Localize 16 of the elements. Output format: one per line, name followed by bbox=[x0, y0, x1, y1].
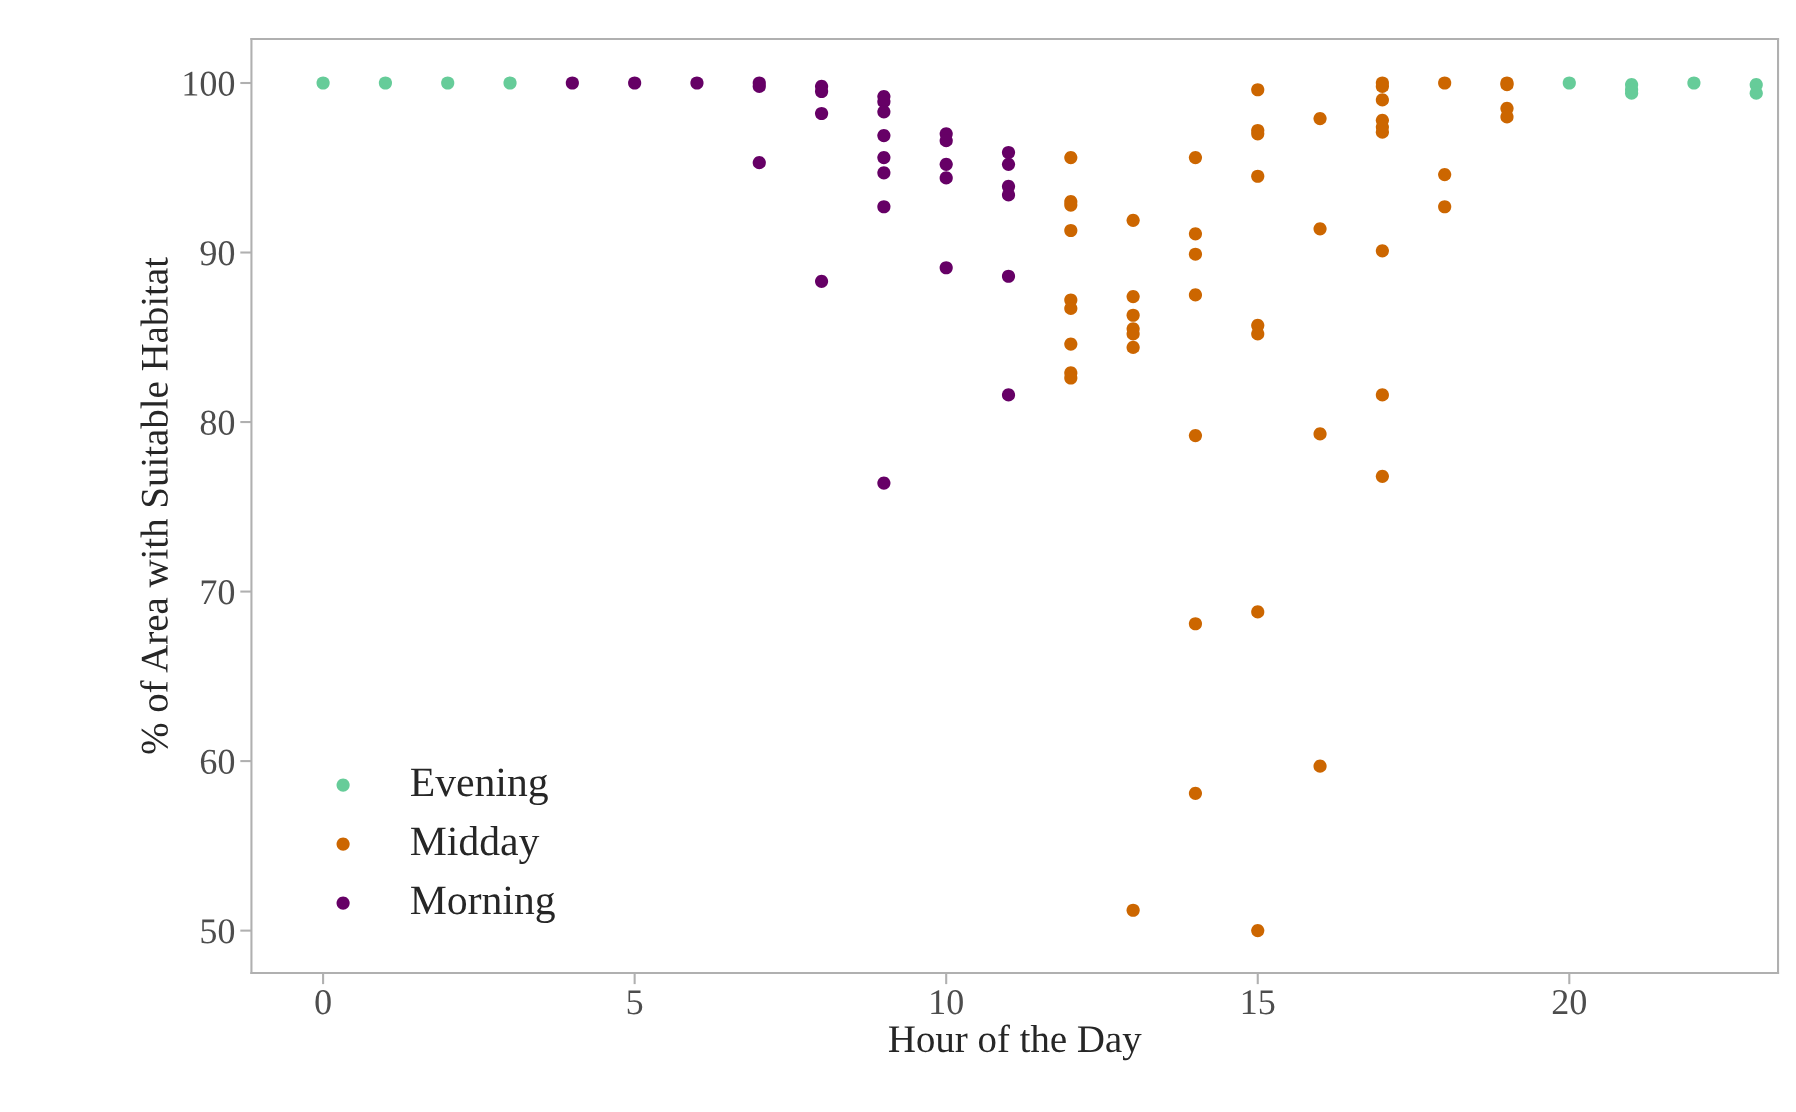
x-axis-title: Hour of the Day bbox=[888, 1024, 1142, 1061]
y-tick-label: 70 bbox=[201, 580, 235, 605]
y-tick-label: 90 bbox=[200, 241, 235, 266]
y-tick-label: 80 bbox=[200, 410, 235, 435]
x-tick-label: 0 bbox=[315, 990, 331, 1015]
y-tick-label: 100 bbox=[184, 71, 235, 96]
x-tick-label: 15 bbox=[1242, 990, 1275, 1015]
x-tick-label: 10 bbox=[931, 990, 963, 1015]
legend-label: Morning bbox=[410, 886, 555, 923]
x-tick-label: 20 bbox=[1552, 990, 1586, 1015]
y-axis-title: % of Area with Suitable Habitat bbox=[140, 257, 168, 754]
y-tick-label: 60 bbox=[200, 749, 235, 774]
legend-label: Midday bbox=[410, 826, 540, 865]
y-tick-label: 50 bbox=[201, 919, 235, 944]
x-tick-label: 5 bbox=[627, 990, 643, 1015]
legend-label: Evening bbox=[410, 768, 548, 806]
